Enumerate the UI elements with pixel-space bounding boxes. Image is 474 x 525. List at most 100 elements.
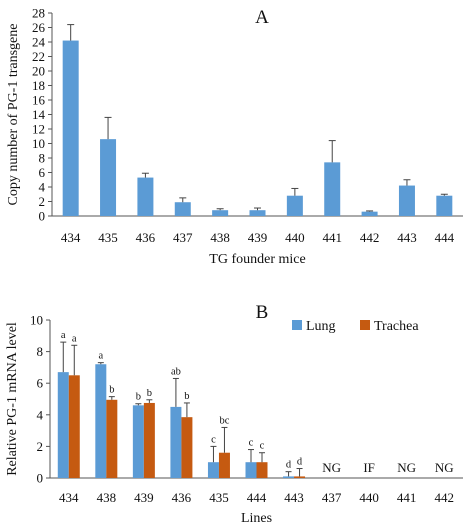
y-axis-title: Relative PG-1 mRNA level xyxy=(5,322,20,476)
x-axis-title: Lines xyxy=(241,511,272,525)
bar-lung-435 xyxy=(207,462,219,478)
x-tick-label: 442 xyxy=(434,490,454,505)
significance-letter: d xyxy=(286,460,292,471)
y-tick-label: 18 xyxy=(32,78,45,93)
y-tick-label: 2 xyxy=(37,439,44,454)
x-axis-title: TG founder mice xyxy=(209,252,305,267)
category-note: IF xyxy=(363,460,375,475)
bar-435 xyxy=(100,139,117,216)
category-note: NG xyxy=(435,460,454,475)
bar-trachea-435 xyxy=(218,452,230,478)
bar-trachea-439 xyxy=(143,402,155,478)
y-tick-label: 24 xyxy=(32,35,46,50)
x-tick-label: 443 xyxy=(397,230,417,245)
x-tick-label: 440 xyxy=(359,490,379,505)
y-axis-title: Copy number of PG-1 transgene xyxy=(6,24,21,206)
y-tick-label: 16 xyxy=(32,93,46,108)
y-tick-label: 8 xyxy=(37,344,44,359)
y-tick-label: 6 xyxy=(37,376,44,391)
x-tick-label: 437 xyxy=(173,230,193,245)
category-note: NG xyxy=(397,460,416,475)
y-tick-label: 26 xyxy=(32,20,46,35)
x-tick-label: 444 xyxy=(247,490,267,505)
x-tick-label: 438 xyxy=(97,490,117,505)
significance-letter: b xyxy=(147,388,152,399)
significance-letter: b xyxy=(136,392,141,403)
bar-lung-443 xyxy=(283,476,295,478)
x-tick-label: 436 xyxy=(172,490,192,505)
x-tick-label: 441 xyxy=(322,230,342,245)
x-tick-label: 438 xyxy=(210,230,230,245)
bar-434 xyxy=(62,40,79,216)
bar-lung-444 xyxy=(245,462,257,478)
y-tick-label: 10 xyxy=(30,313,43,328)
bar-trachea-438 xyxy=(106,399,118,478)
legend-item-trachea: Trachea xyxy=(360,319,419,334)
y-tick-label: 14 xyxy=(32,107,46,122)
x-tick-label: 437 xyxy=(322,490,342,505)
y-tick-label: 4 xyxy=(37,407,44,422)
significance-letter: d xyxy=(297,457,303,468)
significance-letter: bc xyxy=(219,415,229,426)
y-tick-label: 20 xyxy=(32,64,45,79)
category-note: NG xyxy=(322,460,341,475)
legend-item-lung: Lung xyxy=(292,319,336,334)
y-tick-label: 0 xyxy=(37,471,44,486)
bar-lung-436 xyxy=(170,406,182,478)
y-tick-label: 2 xyxy=(39,194,46,209)
legend: Lung Trachea xyxy=(292,319,419,334)
x-tick-label: 444 xyxy=(435,230,455,245)
significance-letter: a xyxy=(98,351,103,362)
y-tick-label: 6 xyxy=(39,165,46,180)
x-tick-label: 434 xyxy=(61,230,81,245)
x-tick-label: 436 xyxy=(136,230,156,245)
bar-439 xyxy=(249,210,266,216)
y-tick-label: 12 xyxy=(32,122,45,137)
legend-swatch xyxy=(360,320,370,330)
x-tick-label: 442 xyxy=(360,230,380,245)
significance-letter: a xyxy=(61,330,66,341)
y-tick-label: 8 xyxy=(39,151,46,166)
significance-letter: b xyxy=(109,385,114,396)
significance-letter: ab xyxy=(171,366,181,377)
y-tick-label: 10 xyxy=(32,136,45,151)
bar-trachea-434 xyxy=(68,375,80,478)
legend-label: Lung xyxy=(306,319,336,334)
significance-letter: c xyxy=(260,441,265,452)
panel-title: B xyxy=(256,302,269,323)
x-tick-label: 435 xyxy=(209,490,229,505)
x-tick-label: 435 xyxy=(98,230,118,245)
bar-444 xyxy=(436,195,453,216)
significance-letter: c xyxy=(249,438,254,449)
legend-swatch xyxy=(292,320,302,330)
y-tick-label: 28 xyxy=(32,6,45,21)
significance-letter: a xyxy=(72,333,77,344)
significance-letter: b xyxy=(184,391,189,402)
y-tick-label: 22 xyxy=(32,49,45,64)
bar-lung-434 xyxy=(57,372,69,478)
y-tick-label: 0 xyxy=(39,209,46,224)
x-tick-label: 439 xyxy=(248,230,268,245)
x-tick-label: 443 xyxy=(284,490,304,505)
bar-440 xyxy=(286,195,303,216)
bar-437 xyxy=(174,202,191,216)
bar-lung-438 xyxy=(95,364,107,478)
panel-title: A xyxy=(255,7,269,28)
x-tick-label: 440 xyxy=(285,230,305,245)
bar-443 xyxy=(398,185,415,216)
x-tick-label: 441 xyxy=(397,490,417,505)
bar-trachea-436 xyxy=(181,417,193,478)
bar-442 xyxy=(361,211,378,216)
bar-441 xyxy=(324,162,341,216)
significance-letter: c xyxy=(211,434,216,445)
legend-label: Trachea xyxy=(374,319,419,334)
x-tick-label: 439 xyxy=(134,490,154,505)
x-tick-label: 434 xyxy=(59,490,79,505)
bar-trachea-443 xyxy=(294,476,306,478)
bar-436 xyxy=(137,177,154,216)
bar-438 xyxy=(212,210,229,216)
bar-lung-439 xyxy=(132,405,144,478)
